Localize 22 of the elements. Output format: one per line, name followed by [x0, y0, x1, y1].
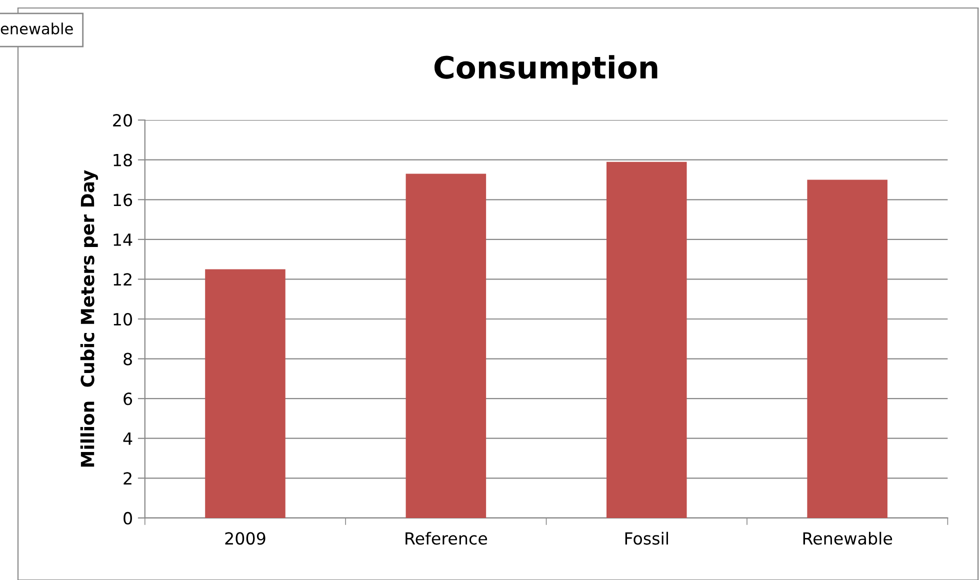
x-tick-label: Renewable: [803, 532, 892, 545]
bar: [807, 180, 888, 518]
y-tick-label: 14: [114, 234, 132, 246]
chart-title: Consumption: [434, 55, 658, 85]
text: enewable: [0, 22, 73, 34]
bar: [205, 269, 286, 518]
y-axis-title: Million Cubic Meters per Day: [80, 170, 98, 467]
y-tick-label: 8: [124, 352, 132, 366]
y-tick-label: 10: [114, 312, 132, 326]
x-tick-label: Reference: [406, 532, 488, 545]
y-tick-label: 20: [113, 114, 132, 127]
y-tick-label: 6: [124, 392, 132, 406]
y-tick-label: 18: [114, 154, 132, 166]
y-tick-label: 16: [114, 194, 132, 206]
bar: [606, 162, 687, 518]
y-tick-label: 2: [124, 472, 132, 484]
bar: [406, 174, 486, 518]
x-tick-label: 2009: [225, 532, 266, 545]
y-tick-label: 4: [123, 432, 132, 445]
y-tick-label: 12: [114, 273, 132, 286]
y-tick-label: 0: [124, 512, 132, 525]
x-tick-label: Fossil: [625, 532, 668, 545]
